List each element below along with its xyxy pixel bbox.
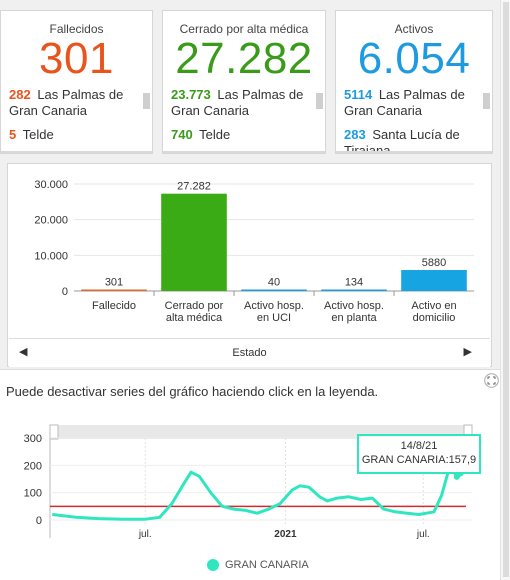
active-card: Activos 6.054 5114 Las Palmas de Gran Ca…	[335, 10, 493, 154]
card-title: Activos	[394, 22, 434, 36]
list-item: 282 Las Palmas de Gran Canaria	[9, 87, 132, 119]
item-label: Telde	[199, 127, 231, 142]
bar	[161, 193, 227, 291]
deaths-card: Fallecidos 301 282 Las Palmas de Gran Ca…	[0, 10, 153, 154]
item-count: 283	[344, 127, 366, 142]
y-tick-label: 200	[24, 460, 42, 472]
y-tick-label: 0	[62, 286, 68, 298]
expand-icon[interactable]	[484, 373, 499, 388]
divider	[1, 151, 152, 153]
x-category-label: Fallecido	[92, 300, 136, 312]
x-category-label: Activo hosp.	[244, 300, 304, 312]
legend-dot-icon	[207, 559, 219, 572]
x-category-label: domicilio	[413, 312, 456, 324]
x-category-label: en planta	[331, 312, 377, 324]
category-carousel: ◀ Estado ▶	[9, 338, 490, 367]
x-tick-label: jul.	[416, 529, 430, 540]
list-item: 5 Telde	[9, 127, 132, 143]
chart-tooltip: 14/8/21 GRAN CANARIA:157,9	[357, 434, 481, 474]
y-tick-label: 100	[24, 488, 42, 500]
bar-data-label: 134	[345, 277, 363, 289]
item-label: Las Palmas de Gran Canaria	[9, 87, 124, 118]
card-title: Cerrado por alta médica	[179, 22, 309, 36]
y-tick-label: 20.000	[34, 215, 68, 227]
list-scrollbar[interactable]	[143, 85, 150, 151]
x-category-label: alta médica	[166, 312, 223, 324]
bar	[241, 289, 307, 291]
list-item: 5114 Las Palmas de Gran Canaria	[344, 87, 472, 119]
x-tick-label: 2021	[274, 529, 297, 540]
item-label: Las Palmas de Gran Canaria	[344, 87, 465, 118]
y-tick-label: 0	[36, 515, 42, 527]
item-label: Telde	[22, 127, 54, 142]
list-item: 23.773 Las Palmas de Gran Canaria	[171, 87, 305, 119]
card-list[interactable]: 282 Las Palmas de Gran Canaria 5 Telde	[9, 87, 132, 151]
list-item: 740 Telde	[171, 127, 305, 143]
status-bar-chart-panel: 0 10.000 20.000 30.000 301 Fallecido 27.282 Cer…	[7, 163, 492, 367]
bar-data-label: 27.282	[177, 181, 211, 193]
divider	[336, 151, 492, 153]
bar	[81, 289, 147, 291]
bar-data-label: 5880	[422, 257, 446, 269]
divider	[163, 151, 325, 153]
y-tick-label: 10.000	[34, 250, 68, 262]
chart-hint-text: Puede desactivar series del gráfico haci…	[6, 384, 379, 399]
y-tick-label: 30.000	[34, 179, 68, 191]
series-line-gran-canaria	[52, 463, 464, 521]
card-value: 301	[39, 34, 114, 83]
legend-item-gran-canaria[interactable]: GRAN CANARIA	[207, 559, 309, 572]
page-scrollbar[interactable]	[500, 0, 510, 580]
timeline-chart-panel: Puede desactivar series del gráfico haci…	[0, 369, 500, 580]
arrow-left-icon[interactable]: ◀	[19, 346, 28, 358]
x-category-label: Activo en	[411, 300, 456, 312]
card-value: 27.282	[175, 34, 313, 83]
item-count: 740	[171, 127, 193, 142]
item-count: 282	[9, 87, 31, 102]
item-label: Las Palmas de Gran Canaria	[171, 87, 304, 118]
bar	[321, 289, 387, 291]
tooltip-value: GRAN CANARIA:157,9	[361, 454, 477, 466]
item-label: Santa Lucía de Tirajana	[344, 127, 460, 151]
closed-card: Cerrado por alta médica 27.282 23.773 La…	[162, 10, 326, 154]
range-handle-left	[49, 424, 59, 440]
card-list[interactable]: 5114 Las Palmas de Gran Canaria 283 Sant…	[344, 87, 472, 151]
card-list[interactable]: 23.773 Las Palmas de Gran Canaria 740 Te…	[171, 87, 305, 151]
status-bar-chart: 0 10.000 20.000 30.000 301 Fallecido 27.282 Cer…	[34, 179, 474, 324]
list-item: 283 Santa Lucía de Tirajana	[344, 127, 472, 151]
y-tick-label: 300	[24, 433, 42, 445]
x-tick-label: jul.	[138, 529, 152, 540]
list-scrollbar[interactable]	[483, 85, 490, 151]
tooltip-date: 14/8/21	[400, 440, 438, 452]
bar-data-label: 40	[268, 277, 280, 289]
x-category-label: Activo hosp.	[324, 300, 384, 312]
list-scrollbar[interactable]	[316, 85, 323, 151]
highlight-point	[453, 473, 460, 480]
arrow-right-icon[interactable]: ▶	[463, 346, 472, 358]
legend-label: GRAN CANARIA	[225, 559, 309, 571]
bar	[401, 270, 467, 291]
carousel-axis-label: Estado	[232, 347, 267, 359]
item-count: 5114	[344, 87, 373, 102]
x-category-label: en UCI	[257, 312, 291, 324]
x-category-label: Cerrado por	[165, 300, 224, 312]
card-title: Fallecidos	[49, 22, 104, 36]
card-value: 6.054	[357, 34, 471, 83]
item-count: 23.773	[171, 87, 211, 102]
bar-data-label: 301	[105, 277, 123, 289]
item-count: 5	[9, 127, 17, 142]
